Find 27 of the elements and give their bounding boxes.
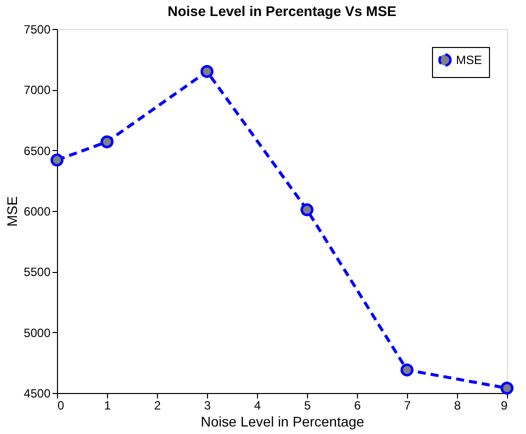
chart-title: Noise Level in Percentage Vs MSE	[168, 3, 396, 19]
x-tick-label: 0	[58, 398, 64, 412]
x-tick-label: 6	[354, 398, 362, 412]
legend-label: MSE	[456, 53, 482, 67]
y-tick-label: 7500	[24, 22, 51, 36]
y-tick-label: 6000	[24, 204, 51, 218]
x-tick-label: 2	[154, 398, 162, 412]
x-tick-label: 3	[204, 398, 212, 412]
point	[500, 382, 514, 395]
x-tick-label: 4	[254, 398, 262, 412]
y-tick-label: 6500	[24, 144, 51, 158]
x-tick-label: 7	[404, 398, 412, 412]
x-axis-title: Noise Level in Percentage	[200, 414, 364, 430]
point	[50, 154, 64, 167]
x-tick-label: 8	[454, 398, 462, 412]
point	[100, 135, 114, 148]
y-axis-title: MSE	[4, 196, 20, 227]
point	[400, 363, 414, 376]
y-tick-label: 5500	[24, 265, 51, 280]
x-tick-label: 5	[304, 398, 312, 412]
y-tick-label: 7000	[24, 83, 51, 98]
y-tick-label: 5000	[24, 326, 51, 340]
point	[200, 64, 214, 78]
x-tick-label: 9	[500, 398, 508, 412]
x-tick-label: 1	[104, 398, 112, 412]
point	[300, 203, 314, 216]
y-tick-label: 4500	[24, 386, 51, 400]
